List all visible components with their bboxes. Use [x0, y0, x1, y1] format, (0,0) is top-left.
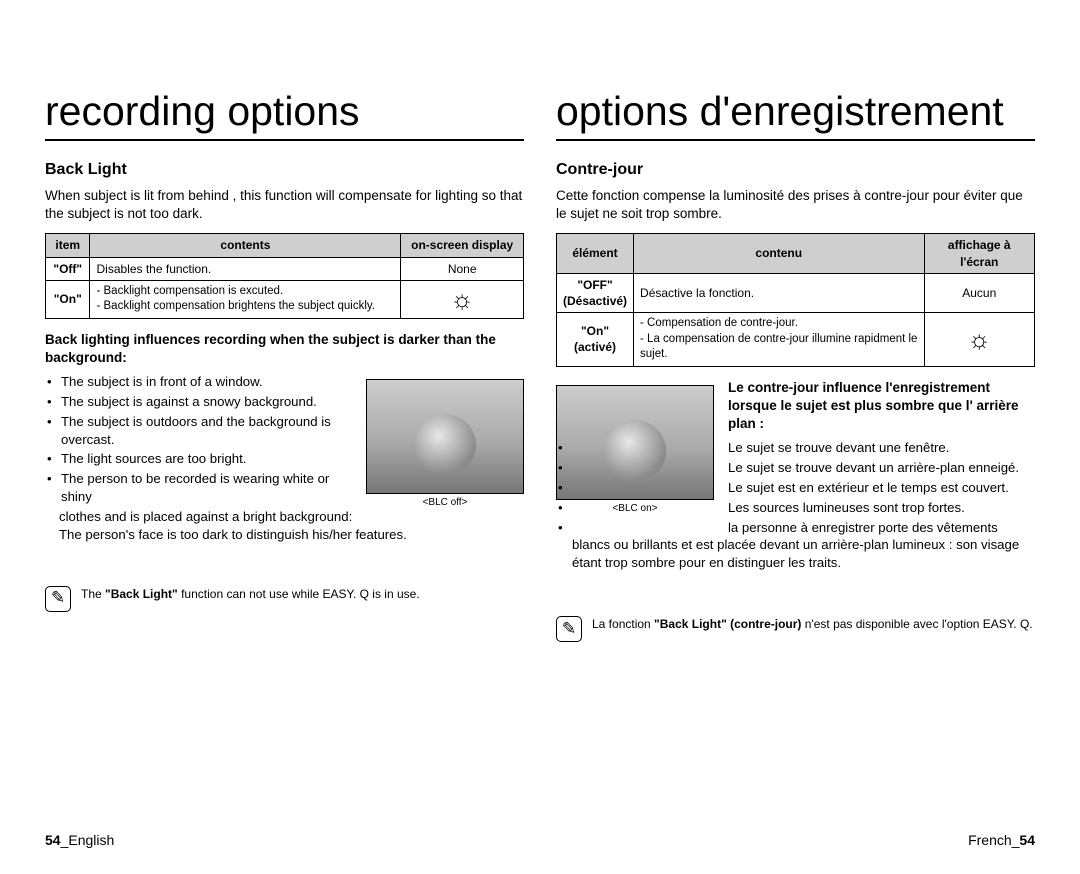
options-table-left: item contents on-screen display "Off" Di… [45, 233, 524, 318]
section-heading-right: Contre-jour [556, 159, 1035, 181]
after-bullets: The person's face is too dark to disting… [45, 526, 524, 544]
note-icon: ✎ [556, 616, 582, 642]
page-footer: 54_English French_54 [45, 831, 1035, 850]
list-item: The subject is outdoors and the backgrou… [47, 413, 524, 449]
note-right: ✎ La fonction "Back Light" (contre-jour)… [556, 616, 1035, 642]
cell-item: "On" (activé) [557, 313, 634, 367]
cell-contents: Désactive la fonction. [634, 273, 924, 312]
cell-display: None [401, 257, 524, 280]
list-item: The person to be recorded is wearing whi… [47, 470, 524, 506]
th-display: affichage à l'écran [924, 234, 1035, 273]
options-table-right: élément contenu affichage à l'écran "OFF… [556, 233, 1035, 366]
section-heading-left: Back Light [45, 159, 524, 181]
list-item: The subject is in front of a window. [47, 373, 524, 391]
th-item: item [46, 234, 90, 257]
cell-item: "OFF" (Désactivé) [557, 273, 634, 312]
list-item: la personne à enregistrer porte des vête… [558, 519, 1035, 572]
list-item: Le sujet est en extérieur et le temps es… [558, 479, 1035, 497]
bullets-left: The subject is in front of a window. The… [45, 373, 524, 506]
list-item: The subject is against a snowy backgroun… [47, 393, 524, 411]
list-item: Le sujet se trouve devant un arrière-pla… [558, 459, 1035, 477]
backlight-icon: ☼ [450, 284, 474, 314]
bullets-right: Le sujet se trouve devant une fenêtre. L… [556, 439, 1035, 572]
page-title-left: recording options [45, 84, 524, 141]
note-left: ✎ The "Back Light" function can not use … [45, 586, 524, 612]
th-contents: contenu [634, 234, 924, 273]
cell-contents: - Compensation de contre-jour. - La comp… [634, 313, 924, 367]
cell-display-icon: ☼ [924, 313, 1035, 367]
list-item: Les sources lumineuses sont trop fortes. [558, 499, 1035, 517]
list-item: The light sources are too bright. [47, 450, 524, 468]
backlight-icon: ☼ [967, 324, 991, 354]
cell-display-icon: ☼ [401, 280, 524, 318]
th-item: élément [557, 234, 634, 273]
note-icon: ✎ [45, 586, 71, 612]
th-contents: contents [90, 234, 401, 257]
intro-right: Cette fonction compense la luminosité de… [556, 187, 1035, 223]
bullets-trail: clothes and is placed against a bright b… [45, 508, 524, 526]
page-number-left: 54_English [45, 831, 114, 850]
cell-display: Aucun [924, 273, 1035, 312]
intro-left: When subject is lit from behind , this f… [45, 187, 524, 223]
cell-item: "Off" [46, 257, 90, 280]
note-text: La fonction "Back Light" (contre-jour) n… [592, 616, 1033, 632]
subheading-left: Back lighting influences recording when … [45, 331, 524, 367]
cell-contents: Disables the function. [90, 257, 401, 280]
cell-item: "On" [46, 280, 90, 318]
cell-contents: - Backlight compensation is excuted. - B… [90, 280, 401, 318]
note-text: The "Back Light" function can not use wh… [81, 586, 420, 602]
list-item: Le sujet se trouve devant une fenêtre. [558, 439, 1035, 457]
th-display: on-screen display [401, 234, 524, 257]
page-number-right: French_54 [968, 831, 1035, 850]
page-title-right: options d'enregistrement [556, 84, 1035, 141]
